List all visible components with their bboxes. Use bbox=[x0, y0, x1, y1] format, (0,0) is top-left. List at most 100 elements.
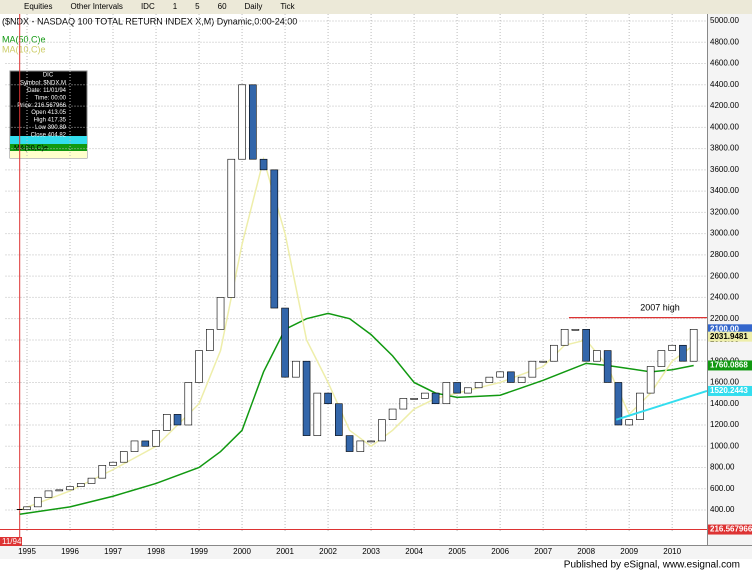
candle-body bbox=[313, 392, 322, 436]
y-tick-label: 1400.00 bbox=[710, 399, 739, 408]
price-label: 2031.9481 bbox=[710, 332, 748, 341]
price-label-box bbox=[708, 331, 752, 342]
data-window-row: Date: 11/01/94 bbox=[27, 88, 67, 94]
annotation: 2007 high bbox=[640, 302, 680, 312]
y-tick-label: 600.00 bbox=[710, 484, 735, 493]
candle-body bbox=[474, 382, 483, 389]
data-window-row: High 417.35 bbox=[34, 118, 67, 124]
candle-body bbox=[421, 392, 429, 399]
candle-body bbox=[410, 398, 418, 400]
price-axis bbox=[707, 14, 752, 546]
data-window-row: Low 390.89 bbox=[35, 125, 67, 131]
candle-body bbox=[646, 366, 655, 394]
price-label-box bbox=[708, 524, 752, 535]
swatch bbox=[10, 136, 87, 144]
x-tick-label: 2009 bbox=[620, 547, 638, 556]
candle-body bbox=[356, 440, 365, 452]
y-tick-label: 4800.00 bbox=[710, 37, 739, 46]
candle-body bbox=[227, 158, 236, 298]
candle-body bbox=[367, 440, 375, 443]
data-window-row: Open 413.05 bbox=[31, 110, 66, 116]
candle-body bbox=[528, 360, 537, 378]
candle-body bbox=[335, 403, 343, 436]
candle-body bbox=[238, 84, 246, 160]
x-tick-label: 1999 bbox=[190, 547, 208, 556]
candle-body bbox=[259, 158, 268, 171]
y-tick-label: 4600.00 bbox=[710, 59, 739, 68]
legend-entry: MA(10,C)e bbox=[2, 44, 46, 54]
candle-body bbox=[184, 382, 193, 426]
candle-body bbox=[496, 371, 504, 378]
candle-body bbox=[141, 440, 150, 447]
data-window-row: Time: 00:00 bbox=[35, 95, 67, 101]
y-tick-label: 4000.00 bbox=[710, 122, 739, 131]
candle-body bbox=[55, 489, 64, 492]
price-label: 1520.2443 bbox=[710, 386, 748, 395]
x-tick-label: 2003 bbox=[362, 547, 380, 556]
toolbar bbox=[0, 0, 752, 14]
y-tick-label: 3600.00 bbox=[710, 165, 739, 174]
x-tick-label: 2005 bbox=[448, 547, 466, 556]
candle-body bbox=[302, 360, 311, 436]
candle-body bbox=[33, 496, 42, 508]
data-window-legend: MA(50,C)e bbox=[14, 145, 48, 152]
candle-body bbox=[378, 419, 386, 442]
candle-body bbox=[281, 307, 289, 378]
y-tick-label: 3000.00 bbox=[710, 229, 739, 238]
cursor-box bbox=[0, 537, 22, 546]
candle-body bbox=[593, 350, 601, 362]
ma-line bbox=[19, 312, 694, 516]
x-tick-label: 2010 bbox=[663, 547, 681, 556]
swatch bbox=[10, 144, 87, 151]
candle-body bbox=[130, 440, 139, 452]
candle-body bbox=[205, 329, 214, 351]
toolbar-item: Equities bbox=[24, 2, 52, 11]
y-tick-label: 3400.00 bbox=[710, 186, 739, 195]
cursor-label: 11/94 bbox=[2, 537, 22, 546]
y-tick-label: 3200.00 bbox=[710, 207, 739, 216]
price-label-box bbox=[708, 360, 752, 371]
y-tick-label: 1200.00 bbox=[710, 420, 739, 429]
x-tick-label: 2002 bbox=[319, 547, 337, 556]
y-tick-label: 4400.00 bbox=[710, 80, 739, 89]
candle-body bbox=[76, 483, 85, 487]
y-tick-label: 400.00 bbox=[710, 505, 735, 514]
data-window-header: DIC bbox=[43, 73, 54, 79]
candle-body bbox=[249, 84, 257, 160]
time-axis bbox=[0, 545, 752, 559]
candle-body bbox=[689, 329, 698, 362]
toolbar-item: 60 bbox=[218, 2, 227, 11]
x-tick-label: 2000 bbox=[233, 547, 251, 556]
candle-body bbox=[517, 376, 526, 383]
candle-body bbox=[173, 414, 182, 426]
y-tick-label: 4200.00 bbox=[710, 101, 739, 110]
candle-body bbox=[550, 344, 558, 362]
y-tick-label: 2600.00 bbox=[710, 271, 739, 280]
candle-body bbox=[109, 461, 117, 466]
candle-body bbox=[679, 344, 687, 362]
y-tick-label: 800.00 bbox=[710, 463, 735, 472]
candle-body bbox=[668, 344, 676, 351]
toolbar-item: Daily bbox=[245, 2, 263, 11]
toolbar-item: 1 bbox=[173, 2, 178, 11]
price-label-box bbox=[708, 385, 752, 396]
candle-body bbox=[87, 477, 96, 484]
candle-body bbox=[464, 387, 472, 394]
candle-body bbox=[119, 451, 128, 463]
y-tick-label: 1000.00 bbox=[710, 441, 739, 450]
x-tick-label: 2007 bbox=[534, 547, 552, 556]
swatch bbox=[10, 151, 87, 158]
y-tick-label: 5000.00 bbox=[710, 16, 739, 25]
x-tick-label: 2008 bbox=[577, 547, 595, 556]
y-tick-label: 2200.00 bbox=[710, 314, 739, 323]
candle-body bbox=[657, 350, 666, 367]
legend-entry: MA(50,C)e bbox=[2, 34, 46, 44]
x-tick-label: 1998 bbox=[147, 547, 165, 556]
candle-body bbox=[539, 360, 547, 363]
candle-body bbox=[485, 376, 494, 383]
candle-body bbox=[614, 382, 623, 426]
candle-body bbox=[571, 329, 580, 331]
candle-body bbox=[216, 297, 225, 330]
